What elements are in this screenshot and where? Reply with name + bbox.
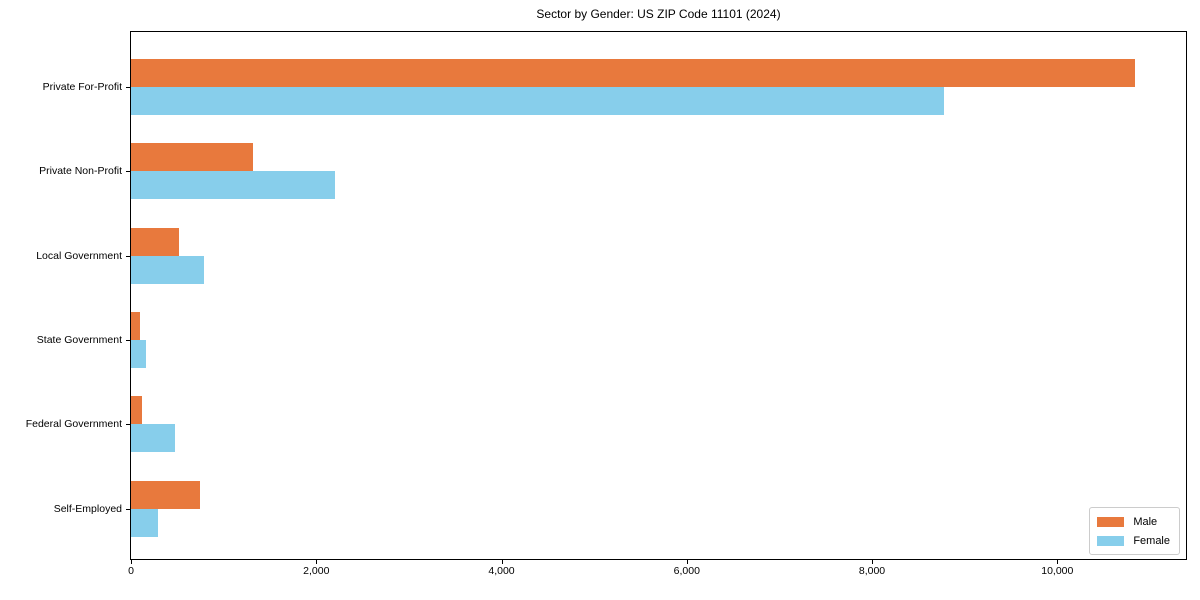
x-tick-mark <box>131 560 132 564</box>
bar-female-self-employed <box>131 508 158 537</box>
x-tick-mark <box>316 560 318 564</box>
y-tick-label-federal-government: Federal Government <box>25 418 122 431</box>
y-tick-label-local-government: Local Government <box>36 249 122 262</box>
bar-male-private-non-profit <box>131 143 254 172</box>
bar-male-local-government <box>131 227 179 256</box>
bar-male-state-government <box>131 311 141 340</box>
x-tick-label-8-000: 8,000 <box>858 565 886 577</box>
x-tick-mark <box>686 560 688 564</box>
x-tick-label-2-000: 2,000 <box>303 565 330 577</box>
y-tick-label-private-for-profit: Private For-Profit <box>42 81 122 93</box>
bar-male-federal-government <box>131 396 143 425</box>
bar-female-state-government <box>131 339 147 368</box>
legend-label-male: Male <box>1133 515 1158 528</box>
y-tick-label-private-non-profit: Private Non-Profit <box>39 165 122 178</box>
x-tick-label-6-000: 6,000 <box>673 565 700 577</box>
legend-swatch-male <box>1097 516 1125 527</box>
y-tick-mark <box>126 87 130 88</box>
y-tick-mark <box>126 171 130 173</box>
x-tick-label-10-000: 10,000 <box>1041 565 1074 577</box>
bar-female-private-non-profit <box>131 171 335 200</box>
y-tick-label-self-employed: Self-Employed <box>53 502 122 515</box>
legend: Male Female <box>1089 507 1180 555</box>
legend-swatch-female <box>1097 535 1125 546</box>
y-tick-mark <box>126 508 130 510</box>
y-tick-label-state-government: State Government <box>36 333 122 346</box>
y-tick-mark <box>126 424 130 426</box>
x-tick-label-0: 0 <box>128 565 134 577</box>
bar-female-local-government <box>131 255 204 284</box>
bar-male-private-for-profit <box>131 59 1136 87</box>
plot-area: Male Female <box>130 31 1187 560</box>
legend-item-male: Male <box>1097 512 1170 531</box>
bar-male-self-employed <box>131 480 200 509</box>
bar-female-private-for-profit <box>131 87 944 115</box>
x-tick-mark <box>1057 560 1059 564</box>
x-tick-label-4-000: 4,000 <box>488 565 515 577</box>
chart-title: Sector by Gender: US ZIP Code 11101 (202… <box>536 7 781 21</box>
y-tick-mark <box>126 339 130 341</box>
legend-label-female: Female <box>1133 534 1170 547</box>
x-tick-mark <box>501 560 503 564</box>
x-tick-mark <box>872 560 873 564</box>
bar-female-federal-government <box>131 424 175 453</box>
legend-item-female: Female <box>1097 531 1170 550</box>
y-tick-mark <box>126 255 130 257</box>
